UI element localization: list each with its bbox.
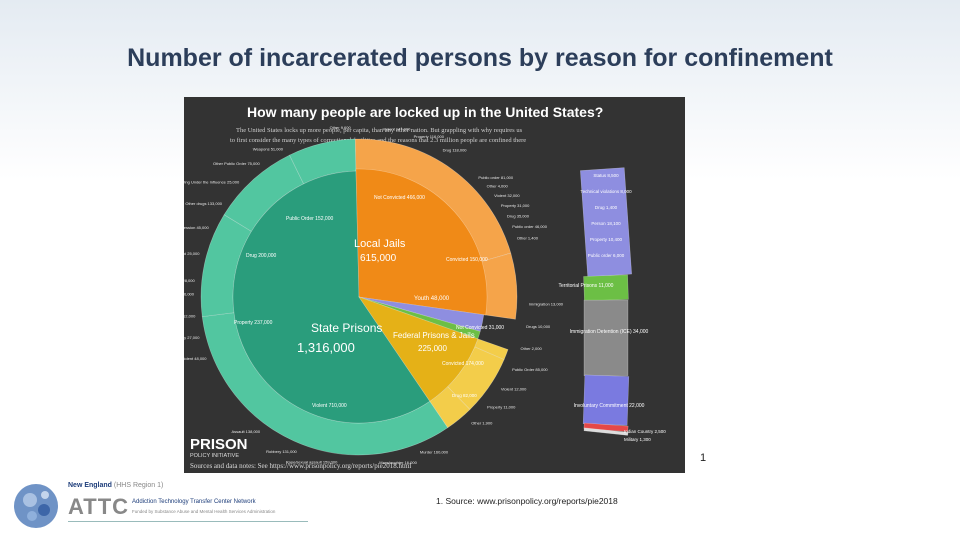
chart-subtitle-line-1: The United States locks up more people, … <box>236 127 523 134</box>
label-federal: Federal Prisons & Jails <box>393 331 475 340</box>
label-ice: Immigration Detention (ICE) 34,000 <box>570 329 649 335</box>
federal-outer-label-2: Other 2,000 <box>521 346 543 351</box>
slide-title: Number of incarcerated persons by reason… <box>127 44 833 72</box>
bar-top-label-4: Property 10,400 <box>590 237 623 242</box>
label-federal-convicted: Convicted 174,000 <box>442 361 484 367</box>
region-name: New England <box>68 482 112 489</box>
state-outer-label-c-0: Assault 138,000 <box>231 429 260 434</box>
jail-outer-label-b-0: Public order 81,000 <box>478 175 513 180</box>
federal-outer-label-1: Drugs 10,000 <box>526 324 551 329</box>
federal-outer-label-0: Immigration 13,000 <box>529 301 564 306</box>
federal-outer-label-4: Violent 12,000 <box>501 387 527 392</box>
state-outer-label-5: Fraud 25,000 <box>184 251 200 256</box>
pie-layer <box>200 138 518 456</box>
bar-segment-involuntary-commitment <box>582 374 630 426</box>
brand-name: PRISON <box>190 436 248 453</box>
jail-outer-label-2: Property 116,000 <box>414 134 445 139</box>
bar-top-label-3: Person 18,100 <box>591 221 621 226</box>
stacked-bar-layer: Status 8,500 Technical violations 8,000 Dr… <box>580 167 632 436</box>
brand-sub: POLICY INITIATIVE <box>190 453 239 459</box>
label-state-public-order: Public Order 152,000 <box>286 216 333 222</box>
bar-top-label-0: Status 8,500 <box>593 173 619 178</box>
pie-slice-state-prisons <box>232 170 431 424</box>
label-state-drug: Drug 200,000 <box>246 253 277 259</box>
bar-top-label-5: Public order 6,000 <box>588 253 625 258</box>
logo-org-name: Addiction Technology Transfer Center Net… <box>132 499 256 505</box>
label-military: Military 1,300 <box>624 437 651 442</box>
region-tag: (HHS Region 1) <box>113 482 164 489</box>
region-label: New England (HHS Region 1) <box>68 482 163 489</box>
label-jail-not-convicted: Not Convicted 466,000 <box>374 195 425 201</box>
state-outer-label-6: Burglary 128,000 <box>184 278 195 283</box>
state-outer-label-0: Weapons 51,000 <box>253 147 284 152</box>
jail-outer-label-b-1: Other 4,000 <box>487 184 509 189</box>
bar-top-label-2: Drug 1,400 <box>595 205 618 210</box>
state-outer-label-b-2: Other property 27,000 <box>184 335 200 340</box>
state-outer-label-4: Drug possession 45,000 <box>184 225 209 230</box>
jail-outer-label-b-3: Property 31,000 <box>501 203 530 208</box>
jail-outer-label-b-4: Drug 35,000 <box>507 213 530 218</box>
label-state-violent: Violent 710,000 <box>312 403 347 409</box>
logo-divider <box>68 521 308 522</box>
label-youth-pie: Youth 48,000 <box>414 296 450 302</box>
logo-wordmark: ATTC <box>68 494 130 519</box>
label-federal-drug: Drug 82,000 <box>452 393 477 398</box>
state-outer-label-3: Other drugs 133,000 <box>185 201 222 206</box>
state-outer-label-b-1: Car theft 12,000 <box>184 314 196 319</box>
chart-title: How many people are locked up in the Uni… <box>247 104 603 120</box>
pie-slice-other-small <box>358 296 481 340</box>
bar-top-label-1: Technical violations 8,000 <box>580 189 632 194</box>
label-state-property: Property 237,000 <box>234 320 273 326</box>
footnote-marker: 1 <box>700 452 707 464</box>
jail-outer-label-0: Other 9,600 <box>330 125 352 130</box>
attc-logo: New England (HHS Region 1) ATTC Addictio… <box>10 478 310 538</box>
footnote-source: 1. Source: www.prisonpolicy.org/reports/… <box>436 496 618 506</box>
label-jail-convicted: Convicted 150,000 <box>446 257 488 263</box>
state-outer-label-c-2: Rape/sexual assault 159,000 <box>286 460 338 465</box>
label-state-prisons: State Prisons <box>311 321 382 335</box>
value-federal: 225,000 <box>418 344 447 353</box>
pie-infographic: How many people are locked up in the Uni… <box>184 97 685 473</box>
logo-funder: Funded by Substance Abuse and Mental Hea… <box>132 509 276 514</box>
pie-slice-federal-prisons-jails <box>358 296 479 402</box>
pie-slice-youth <box>358 296 485 332</box>
network-globe-icon <box>14 484 58 528</box>
value-local-jails: 615,000 <box>360 253 397 264</box>
state-outer-label-1: Other Public Order 75,000 <box>213 161 260 166</box>
state-outer-label-b-0: Theft 46,000 <box>184 292 195 297</box>
label-federal-not-convicted: Not Convicted 31,000 <box>456 325 504 331</box>
jail-outer-label-1: Violent 147,000 <box>383 127 412 132</box>
label-indian-country: Indian Country 2,500 <box>624 429 666 434</box>
bar-segment-immigration-detention <box>583 299 629 376</box>
label-territorial: Territorial Prisons 11,000 <box>559 283 614 289</box>
jail-outer-label-3: Drug 118,000 <box>443 147 468 152</box>
source-note: Sources and data notes: See https://www.… <box>190 462 411 470</box>
label-involuntary: Involuntary Commitment 22,000 <box>574 403 645 409</box>
bar-segment-territorial-prisons <box>583 274 629 302</box>
state-outer-label-c-4: Murder 160,000 <box>420 450 449 455</box>
bar-segment-military <box>583 427 629 436</box>
federal-outer-label-3: Public Order 85,000 <box>512 367 548 372</box>
state-outer-label-c-3: Manslaughter 16,000 <box>379 460 417 465</box>
jail-outer-label-b-6: Other 1,400 <box>517 235 539 240</box>
label-local-jails: Local Jails <box>354 238 406 250</box>
federal-outer-label-5: Property 11,000 <box>487 405 516 410</box>
state-outer-label-2: Driving Under the Influence 25,000 <box>184 180 240 185</box>
jail-outer-label-b-5: Public order 46,000 <box>512 224 547 229</box>
state-outer-label-b-3: Other violent 48,000 <box>184 356 207 361</box>
jail-outer-label-b-2: Violent 32,000 <box>494 193 520 198</box>
state-outer-label-c-1: Robbery 131,000 <box>266 449 297 454</box>
federal-outer-label-6: Other 1,900 <box>471 421 493 426</box>
pie-slice-local-jails <box>355 168 488 316</box>
value-state-prisons: 1,316,000 <box>297 340 355 355</box>
chart-canvas: How many people are locked up in the Uni… <box>184 104 666 470</box>
